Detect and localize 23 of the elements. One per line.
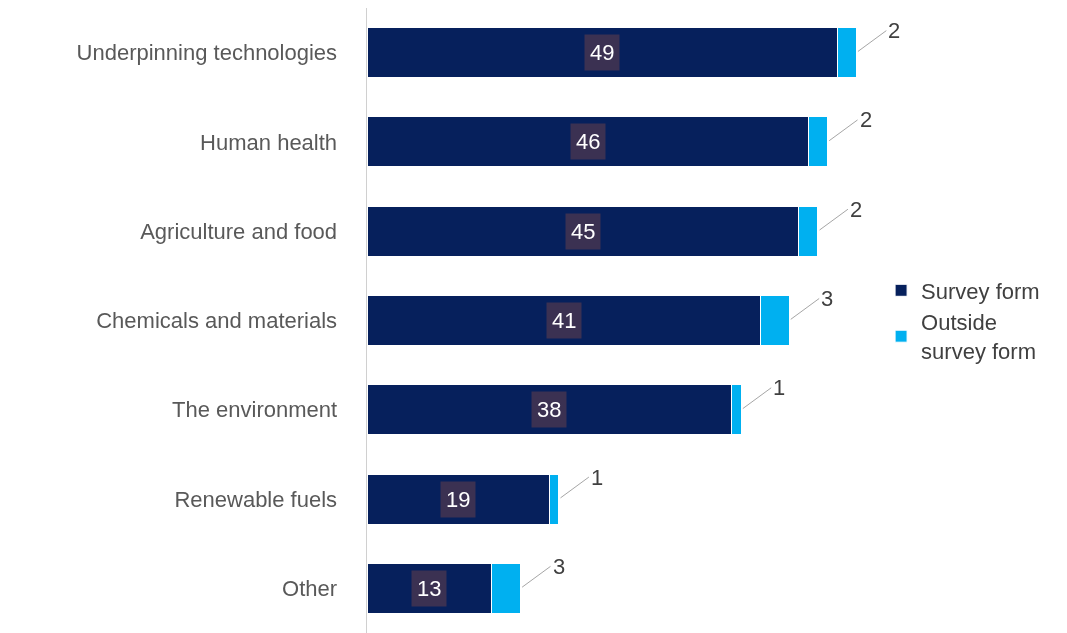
data-label: 3 bbox=[553, 554, 566, 579]
y-tick-label: Chemicals and materials bbox=[96, 308, 338, 334]
data-label: 1 bbox=[773, 375, 786, 400]
y-tick-label: Underpinning technologies bbox=[76, 40, 338, 66]
data-label: 45 bbox=[571, 219, 596, 244]
y-tick-label: Other bbox=[282, 576, 338, 602]
data-label: 1 bbox=[591, 465, 604, 490]
data-label: 2 bbox=[850, 197, 863, 222]
data-label: 13 bbox=[417, 576, 442, 601]
data-label: 41 bbox=[552, 308, 577, 333]
data-label: 3 bbox=[821, 286, 834, 311]
data-label: 46 bbox=[576, 129, 601, 154]
legend-label: Outside survey form bbox=[921, 310, 1036, 365]
data-label: 38 bbox=[537, 397, 562, 422]
data-label: 49 bbox=[590, 40, 615, 65]
data-label: 19 bbox=[446, 487, 471, 512]
legend-label: Survey form bbox=[921, 278, 1040, 304]
y-tick-label: Human health bbox=[200, 129, 338, 155]
y-tick-label: The environment bbox=[172, 397, 338, 423]
y-tick-label: Agriculture and food bbox=[140, 218, 338, 244]
y-tick-label: Renewable fuels bbox=[174, 486, 338, 512]
data-label: 2 bbox=[888, 18, 901, 43]
data-label: 2 bbox=[860, 107, 873, 132]
